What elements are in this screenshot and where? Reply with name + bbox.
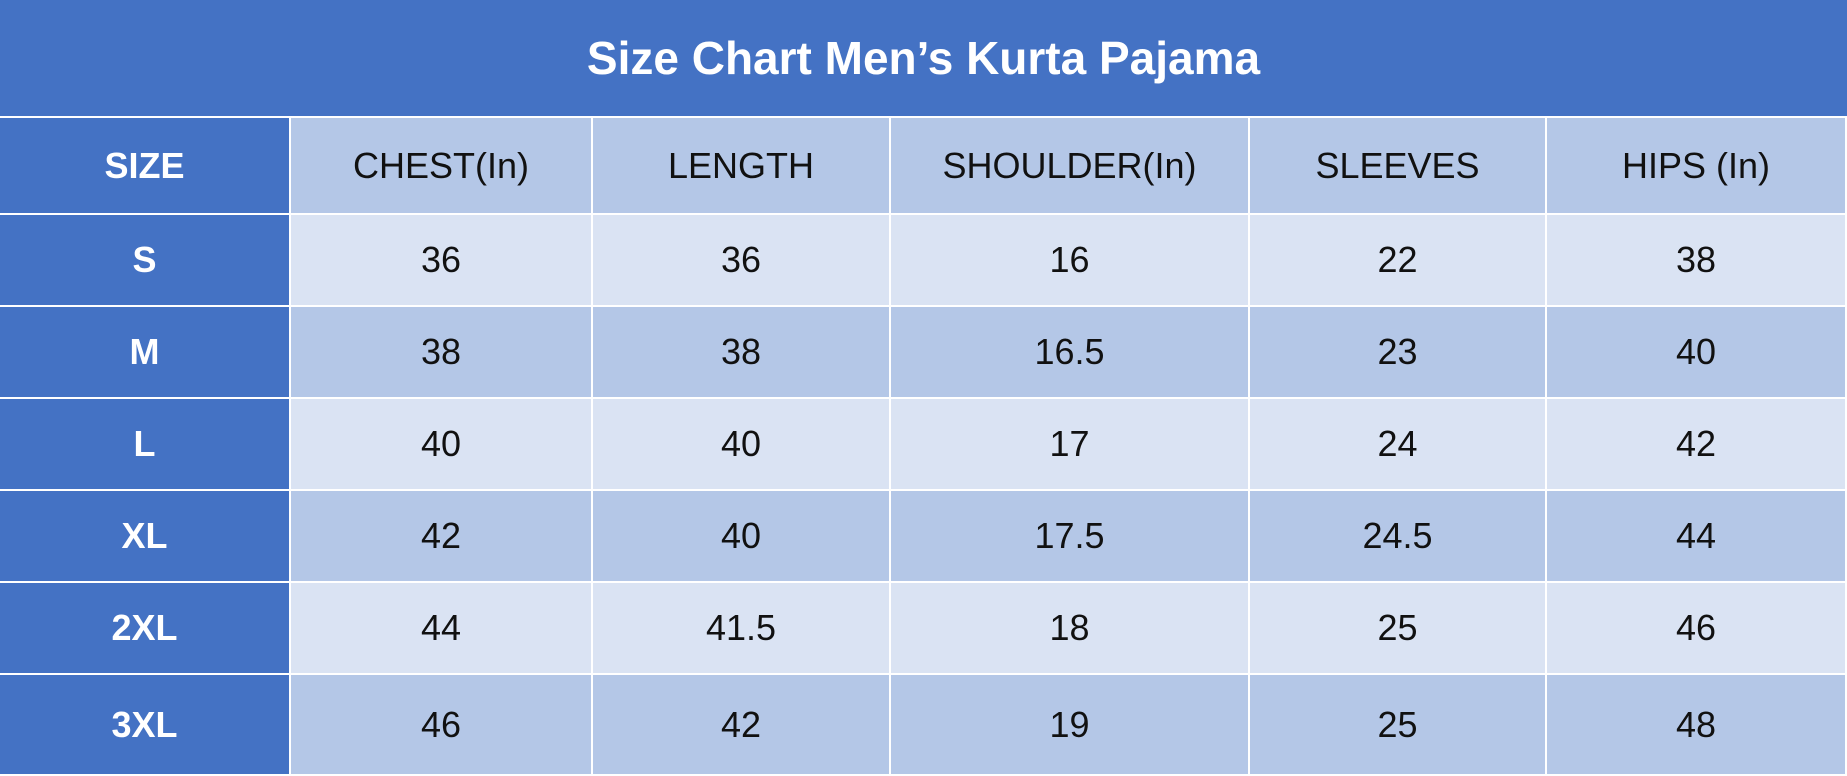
measurement: 24 (1250, 399, 1547, 491)
column-header: HIPS (In) (1547, 118, 1847, 215)
measurement: 46 (1547, 583, 1847, 675)
size-label: XL (0, 491, 291, 583)
measurement: 25 (1250, 583, 1547, 675)
measurement: 41.5 (593, 583, 891, 675)
measurement: 22 (1250, 215, 1547, 307)
measurement: 44 (291, 583, 593, 675)
measurement: 42 (593, 675, 891, 776)
column-header: SHOULDER(In) (891, 118, 1250, 215)
measurement: 40 (1547, 307, 1847, 399)
measurement: 46 (291, 675, 593, 776)
measurement: 23 (1250, 307, 1547, 399)
measurement: 17 (891, 399, 1250, 491)
column-header: SLEEVES (1250, 118, 1547, 215)
measurement: 48 (1547, 675, 1847, 776)
column-header: CHEST(In) (291, 118, 593, 215)
size-label: M (0, 307, 291, 399)
measurement: 17.5 (891, 491, 1250, 583)
measurement: 19 (891, 675, 1250, 776)
measurement: 36 (593, 215, 891, 307)
size-label: 2XL (0, 583, 291, 675)
measurement: 25 (1250, 675, 1547, 776)
measurement: 38 (1547, 215, 1847, 307)
measurement: 40 (593, 491, 891, 583)
measurement: 38 (291, 307, 593, 399)
measurement: 18 (891, 583, 1250, 675)
column-header: SIZE (0, 118, 291, 215)
measurement: 16.5 (891, 307, 1250, 399)
measurement: 42 (291, 491, 593, 583)
measurement: 40 (593, 399, 891, 491)
title: Size Chart Men’s Kurta Pajama (0, 0, 1847, 116)
measurement: 42 (1547, 399, 1847, 491)
column-header: LENGTH (593, 118, 891, 215)
size-label: S (0, 215, 291, 307)
size-label: L (0, 399, 291, 491)
measurement: 36 (291, 215, 593, 307)
measurement: 24.5 (1250, 491, 1547, 583)
measurement: 44 (1547, 491, 1847, 583)
measurement: 38 (593, 307, 891, 399)
measurement: 40 (291, 399, 593, 491)
measurement: 16 (891, 215, 1250, 307)
size-label: 3XL (0, 675, 291, 776)
